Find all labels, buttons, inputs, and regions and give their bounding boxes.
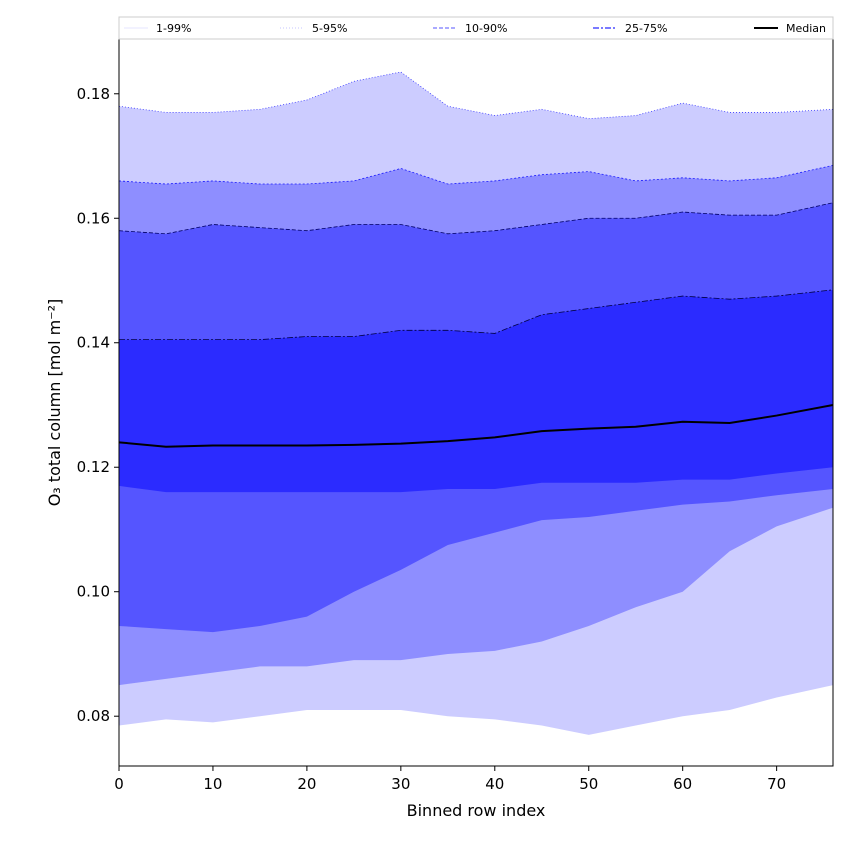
legend-label: 10-90% [465,22,507,35]
plot-area [119,71,833,735]
y-axis: 0.08 0.10 0.12 0.14 0.16 0.18 [77,85,119,725]
band-upper-edge [119,71,833,120]
x-tick-label: 20 [297,775,316,793]
x-tick-label: 60 [673,775,692,793]
x-axis-label: Binned row index [407,801,546,820]
x-axis: 0 10 20 30 40 50 60 70 [114,766,786,793]
legend-label: Median [786,22,826,35]
x-tick-label: 40 [485,775,504,793]
x-tick-label: 10 [203,775,222,793]
x-tick-label: 50 [579,775,598,793]
y-tick-label: 0.08 [77,707,110,725]
y-tick-label: 0.12 [77,458,110,476]
y-tick-label: 0.18 [77,85,110,103]
x-tick-label: 30 [391,775,410,793]
legend-item: 10-90% [433,22,507,35]
y-tick-label: 0.10 [77,583,110,601]
band-upper-edge [119,202,833,235]
legend-item: 25-75% [593,22,667,35]
legend-label: 25-75% [625,22,667,35]
legend-label: 1-99% [156,22,191,35]
legend-item: 1-99% [124,22,191,35]
legend-item: 5-95% [280,22,347,35]
legend-item: Median [754,22,826,35]
band-upper-edge [119,289,833,341]
y-axis-label: O₃ total column [mol m⁻²] [45,299,64,507]
x-tick-label: 0 [114,775,124,793]
legend: 1-99% 5-95% 10-90% 25-75% Median [118,16,834,40]
x-tick-label: 70 [767,775,786,793]
legend-label: 5-95% [312,22,347,35]
y-tick-label: 0.16 [77,209,110,227]
median-line [119,404,833,448]
y-tick-label: 0.14 [77,334,110,352]
legend-box [118,16,834,40]
band-upper-edge [119,164,833,185]
band-25-75pct [119,289,833,493]
